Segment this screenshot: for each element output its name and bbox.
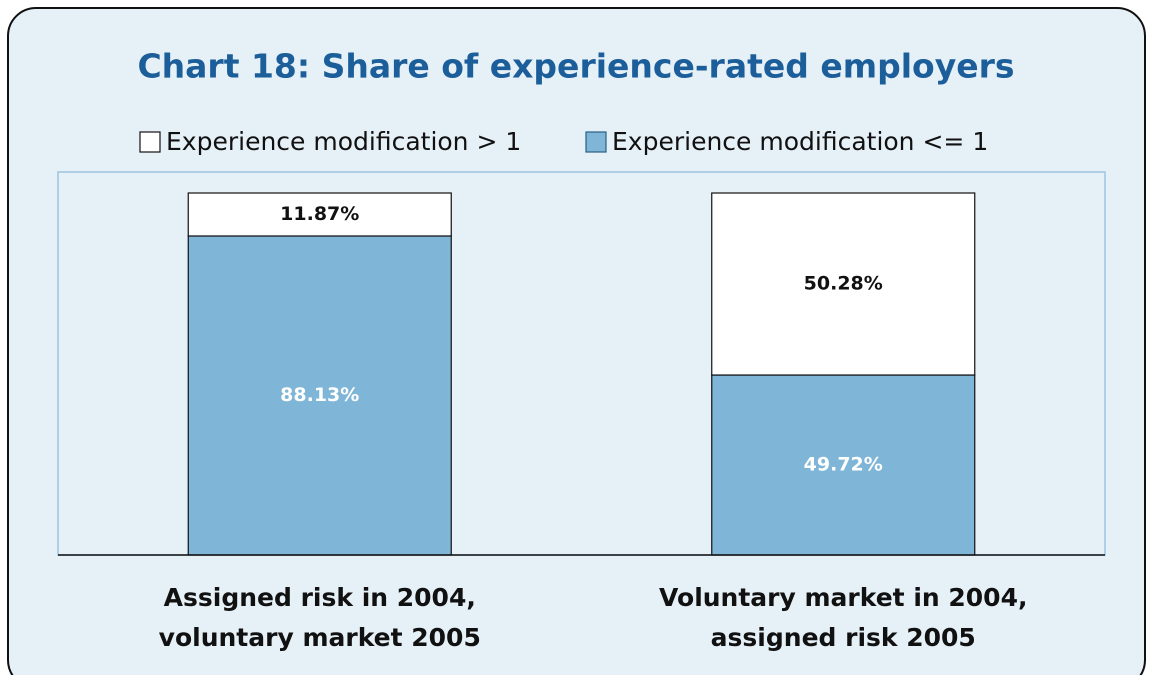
chart-title: Chart 18: Share of experience-rated empl…	[137, 47, 1014, 86]
bar-segment	[711, 192, 976, 376]
bars: 88.13% 11.87% 49.72% 50.28%	[187, 192, 976, 556]
legend-swatch	[139, 131, 161, 153]
value-label: 49.72%	[804, 454, 883, 476]
legend: Experience modification > 1 Experience mo…	[139, 127, 988, 156]
value-label: 11.87%	[280, 203, 359, 225]
bar-segment	[187, 192, 452, 237]
legend-label: Experience modification <= 1	[612, 127, 988, 156]
value-label: 88.13%	[280, 384, 359, 406]
legend-label: Experience modification > 1	[166, 127, 521, 156]
x-tick-label: Voluntary market in 2004, assigned risk …	[659, 583, 1028, 652]
value-label: 50.28%	[804, 273, 883, 295]
legend-swatch	[585, 131, 607, 153]
bar-segment	[711, 374, 976, 556]
x-tick-label: Assigned risk in 2004, voluntary market …	[158, 583, 481, 652]
